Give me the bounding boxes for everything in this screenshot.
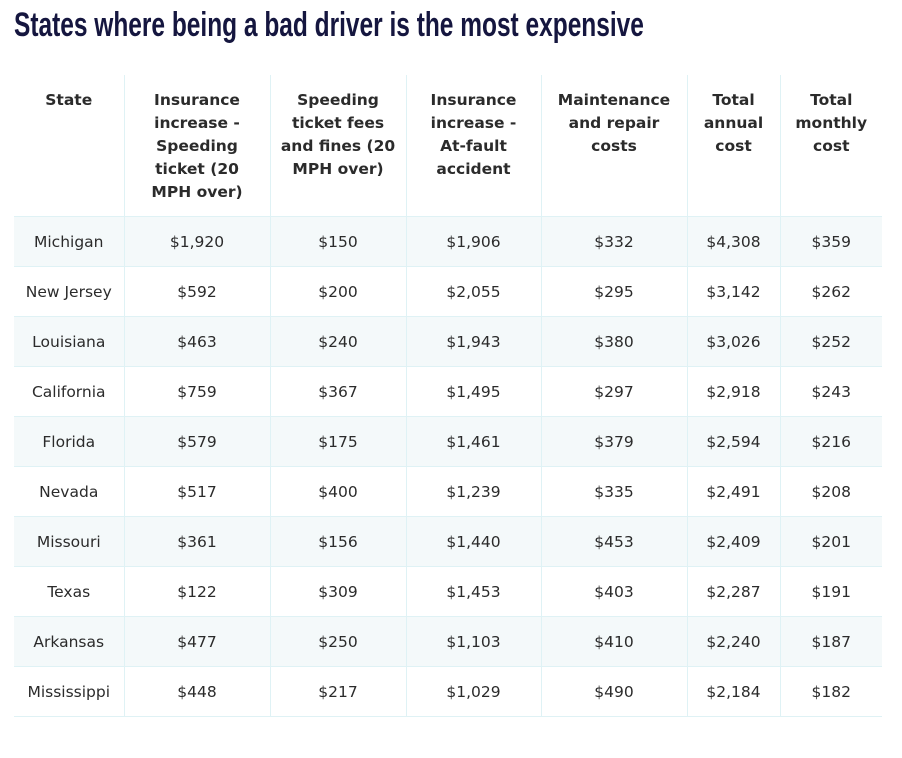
value-cell: $3,142 [686,266,780,317]
value-cell: $2,594 [686,416,780,467]
state-cell: Michigan [14,216,124,267]
value-cell: $297 [540,366,687,417]
header-row: State Insurance increase - Speeding ticke… [14,75,882,217]
value-cell: $175 [269,416,406,467]
table-row: New Jersey $592 $200 $2,055 $295 $3,142 $262 [14,266,882,317]
value-cell: $400 [269,466,406,517]
value-cell: $380 [540,316,687,367]
state-cell: New Jersey [14,266,124,317]
value-cell: $453 [540,516,687,567]
value-cell: $410 [540,616,687,667]
value-cell: $182 [779,666,882,717]
value-cell: $332 [540,216,687,267]
column-header: Total monthly cost [779,75,882,217]
table-row: Nevada $517 $400 $1,239 $335 $2,491 $208 [14,466,882,517]
value-cell: $1,943 [405,316,541,367]
value-cell: $477 [123,616,270,667]
value-cell: $4,308 [686,216,780,267]
column-header: Total annual cost [686,75,780,217]
value-cell: $2,409 [686,516,780,567]
value-cell: $579 [123,416,270,467]
value-cell: $367 [269,366,406,417]
value-cell: $262 [779,266,882,317]
table-row: Missouri $361 $156 $1,440 $453 $2,409 $201 [14,516,882,567]
value-cell: $335 [540,466,687,517]
table-row: Arkansas $477 $250 $1,103 $410 $2,240 $187 [14,616,882,667]
value-cell: $1,920 [123,216,270,267]
value-cell: $359 [779,216,882,267]
state-cell: Louisiana [14,316,124,367]
value-cell: $191 [779,566,882,617]
value-cell: $150 [269,216,406,267]
value-cell: $217 [269,666,406,717]
value-cell: $208 [779,466,882,517]
value-cell: $1,453 [405,566,541,617]
value-cell: $1,103 [405,616,541,667]
value-cell: $1,906 [405,216,541,267]
column-header: Speeding ticket fees and fines (20 MPH o… [269,75,406,217]
table-row: California $759 $367 $1,495 $297 $2,918 $243 [14,366,882,417]
value-cell: $1,239 [405,466,541,517]
value-cell: $201 [779,516,882,567]
value-cell: $240 [269,316,406,367]
column-header: Insurance increase - Speeding ticket (20… [123,75,270,217]
state-cell: Missouri [14,516,124,567]
table: State Insurance increase - Speeding ticke… [14,75,882,717]
value-cell: $187 [779,616,882,667]
value-cell: $2,918 [686,366,780,417]
value-cell: $759 [123,366,270,417]
value-cell: $156 [269,516,406,567]
value-cell: $1,029 [405,666,541,717]
value-cell: $2,055 [405,266,541,317]
column-header: State [14,75,124,217]
state-cell: Nevada [14,466,124,517]
value-cell: $122 [123,566,270,617]
value-cell: $463 [123,316,270,367]
table-row: Louisiana $463 $240 $1,943 $380 $3,026 $252 [14,316,882,367]
value-cell: $592 [123,266,270,317]
state-cell: Mississippi [14,666,124,717]
title: States where being a bad driver is the m… [14,6,644,44]
value-cell: $309 [269,566,406,617]
table-row: Michigan $1,920 $150 $1,906 $332 $4,308 $359 [14,216,882,267]
value-cell: $2,240 [686,616,780,667]
value-cell: $200 [269,266,406,317]
value-cell: $252 [779,316,882,367]
table-row: Florida $579 $175 $1,461 $379 $2,594 $216 [14,416,882,467]
state-cell: Arkansas [14,616,124,667]
value-cell: $403 [540,566,687,617]
value-cell: $3,026 [686,316,780,367]
value-cell: $379 [540,416,687,467]
value-cell: $1,440 [405,516,541,567]
state-cell: Texas [14,566,124,617]
value-cell: $490 [540,666,687,717]
value-cell: $448 [123,666,270,717]
value-cell: $2,491 [686,466,780,517]
table-body: Michigan $1,920 $150 $1,906 $332 $4,308 $359 Ne… [14,216,882,717]
table-row: Texas $122 $309 $1,453 $403 $2,287 $191 [14,566,882,617]
column-header: Maintenance and repair costs [540,75,687,217]
value-cell: $1,495 [405,366,541,417]
value-cell: $1,461 [405,416,541,467]
state-cell: California [14,366,124,417]
value-cell: $295 [540,266,687,317]
state-cell: Florida [14,416,124,467]
value-cell: $2,287 [686,566,780,617]
value-cell: $216 [779,416,882,467]
table-row: Mississippi $448 $217 $1,029 $490 $2,184 $182 [14,666,882,717]
value-cell: $250 [269,616,406,667]
value-cell: $361 [123,516,270,567]
value-cell: $517 [123,466,270,517]
column-header: Insurance increase - At-fault accident [405,75,541,217]
value-cell: $243 [779,366,882,417]
value-cell: $2,184 [686,666,780,717]
